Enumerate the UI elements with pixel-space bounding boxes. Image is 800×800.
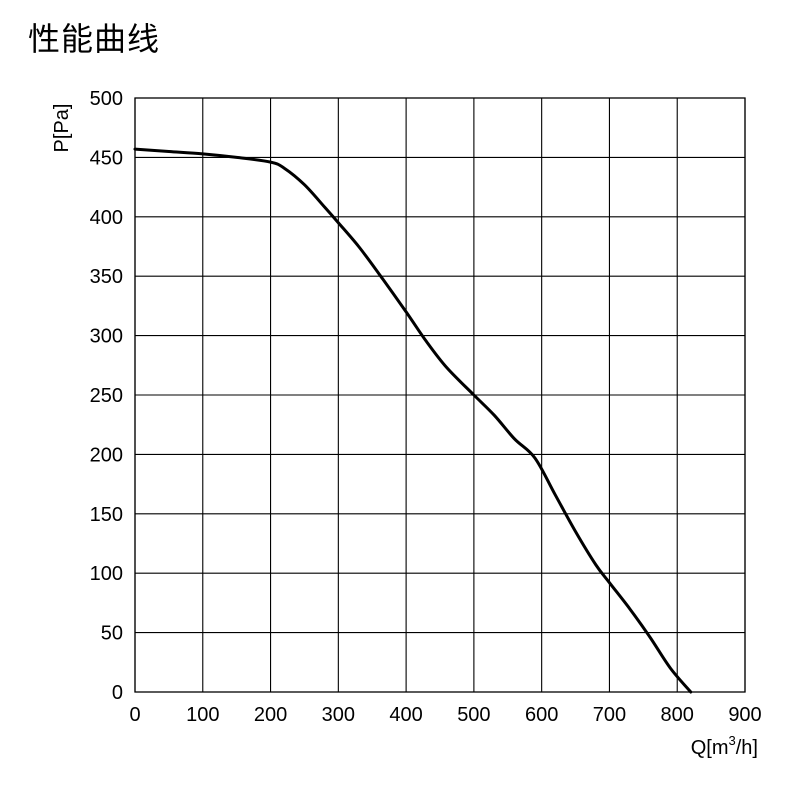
x-tick-label: 800: [661, 704, 694, 726]
y-axis-label: P[Pa]: [51, 104, 73, 153]
y-tick-label: 300: [90, 326, 123, 348]
x-tick-label: 300: [322, 704, 355, 726]
x-axis-label-main: Q[m: [691, 737, 729, 759]
x-tick-label: 900: [728, 704, 761, 726]
plot-frame: [134, 97, 746, 693]
x-axis-label: Q[m3/h]: [691, 733, 758, 759]
y-tick-label: 250: [90, 385, 123, 407]
x-tick-label: 400: [389, 704, 422, 726]
x-tick-label: 200: [254, 704, 287, 726]
y-tick-label: 500: [90, 88, 123, 110]
series-line-0: [133, 147, 693, 694]
x-tick-label: 700: [593, 704, 626, 726]
y-tick-label: 200: [90, 444, 123, 466]
y-tick-label: 400: [90, 207, 123, 229]
y-tick-label: 100: [90, 563, 123, 585]
series-layer: [133, 147, 693, 694]
x-tick-label: 100: [186, 704, 219, 726]
grid: [134, 97, 746, 693]
x-tick-label: 0: [129, 704, 140, 726]
y-tick-label: 150: [90, 504, 123, 526]
y-tick-label: 450: [90, 147, 123, 169]
x-axis-label-superscript: 3: [729, 733, 736, 748]
x-tick-label: 500: [457, 704, 490, 726]
page-title: 性能曲线: [28, 20, 161, 58]
y-tick-label: 50: [101, 623, 123, 645]
x-axis-label-tail: /h]: [736, 737, 758, 759]
x-tick-label: 600: [525, 704, 558, 726]
tick-labels: 0 100 200 300 400 500 600 700 800 900 0 50 100 150 200…: [90, 88, 762, 726]
y-tick-label: 350: [90, 266, 123, 288]
y-tick-label: 0: [112, 682, 123, 704]
